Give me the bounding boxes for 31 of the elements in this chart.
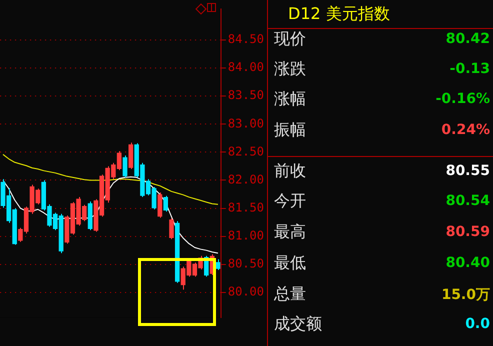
text: 振幅 bbox=[274, 120, 306, 141]
text: D12 美元指数 bbox=[288, 4, 390, 25]
y-tick-label: 84.50 bbox=[228, 32, 264, 46]
y-tick-label: 80.00 bbox=[228, 284, 264, 298]
text: -0.13 bbox=[450, 61, 490, 77]
text: 总量 bbox=[274, 284, 306, 305]
y-tick-label: 82.50 bbox=[228, 144, 264, 158]
text: 今开 bbox=[274, 191, 306, 212]
y-tick-label: 83.00 bbox=[228, 116, 264, 130]
text: 现价 bbox=[274, 29, 306, 50]
text: 涨幅 bbox=[274, 89, 306, 110]
text: 成交额 bbox=[274, 314, 322, 335]
text: 80.42 bbox=[446, 31, 490, 47]
text: 最低 bbox=[274, 253, 306, 274]
text: 80.40 bbox=[446, 255, 490, 271]
text: 80.55 bbox=[446, 163, 490, 179]
text: 0.0 bbox=[465, 316, 490, 332]
y-tick-label: 84.00 bbox=[228, 60, 264, 74]
text: 前收 bbox=[274, 161, 306, 182]
text: 80.54 bbox=[446, 193, 490, 209]
text: -0.16% bbox=[436, 91, 490, 107]
text: 涨跌 bbox=[274, 59, 306, 80]
y-tick-label: 80.50 bbox=[228, 256, 264, 270]
text: 最高 bbox=[274, 222, 306, 243]
y-tick-label: 82.00 bbox=[228, 172, 264, 186]
y-tick-label: 81.00 bbox=[228, 228, 264, 242]
text: 15.0万 bbox=[441, 286, 490, 304]
text: 0.24% bbox=[441, 122, 490, 138]
y-tick-label: 81.50 bbox=[228, 200, 264, 214]
y-tick-label: 83.50 bbox=[228, 88, 264, 102]
text: 80.59 bbox=[446, 224, 490, 240]
